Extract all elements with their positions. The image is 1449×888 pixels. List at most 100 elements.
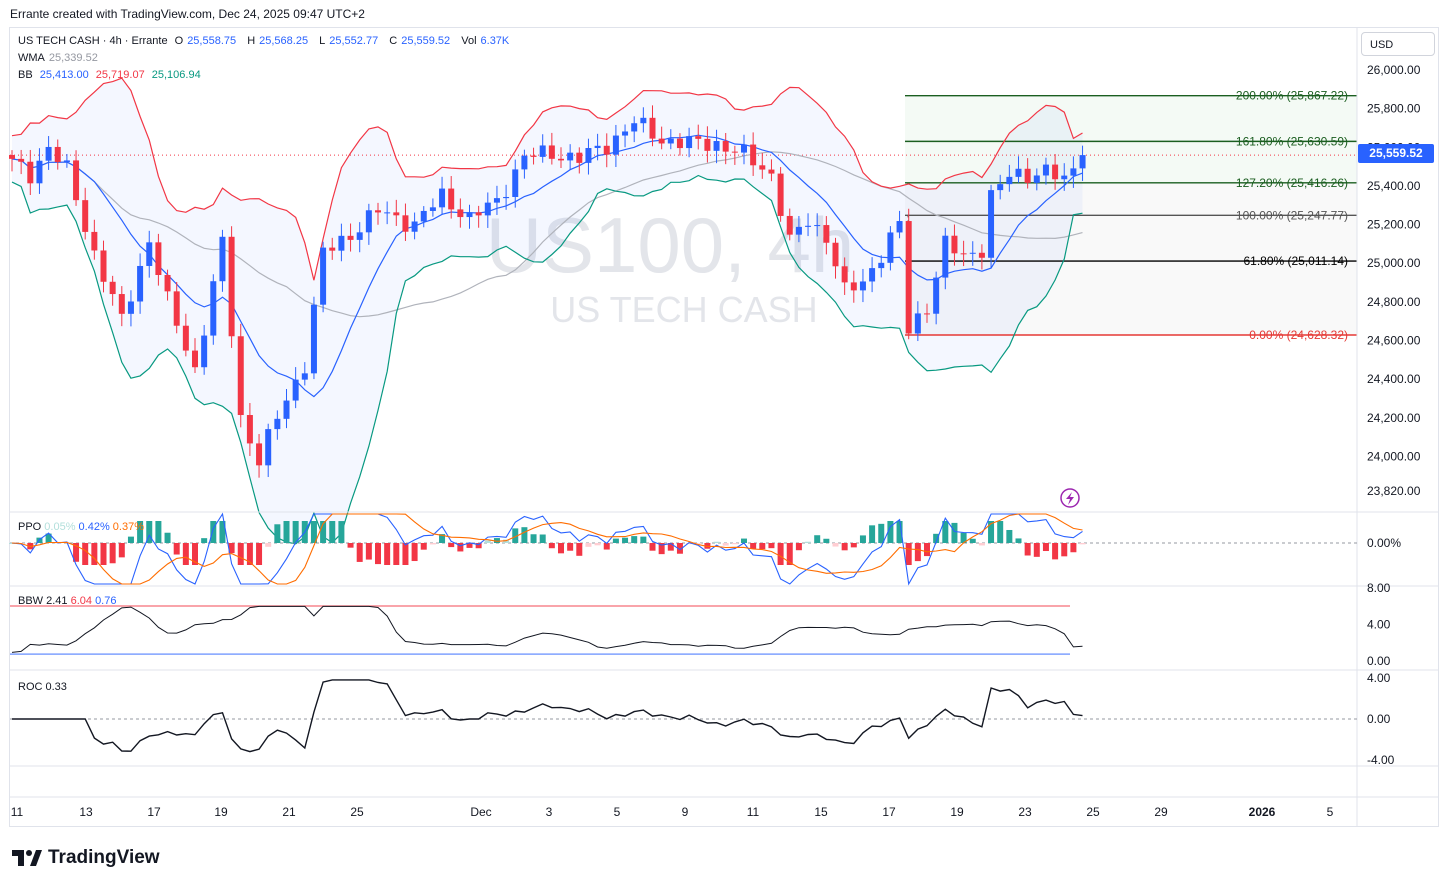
- candle-body: [878, 262, 885, 269]
- wma-line: [11, 151, 1083, 318]
- time-axis-tick: 5: [614, 805, 621, 819]
- candle-body: [658, 138, 665, 144]
- ppo-hist-bar: [503, 539, 510, 543]
- ppo-hist-bar: [969, 538, 976, 543]
- ppo-hist-bar: [1042, 543, 1049, 552]
- bb-legend[interactable]: BB 25,413.00 25,719.07 25,106.94: [18, 69, 201, 81]
- candle-body: [859, 281, 866, 291]
- ppo-hist-bar: [411, 543, 418, 562]
- candle-body: [1024, 168, 1031, 183]
- ppo-hist-bar: [741, 538, 747, 543]
- candle-body: [741, 144, 747, 153]
- candle-body: [448, 188, 455, 210]
- candle-body: [347, 235, 354, 240]
- candle-body: [192, 350, 198, 368]
- ppo-hist-bar: [420, 543, 427, 550]
- candle-body: [356, 232, 363, 240]
- candle-body: [503, 196, 510, 199]
- candle-body: [686, 136, 693, 149]
- fib-zone-upper: [905, 95, 1357, 183]
- ppo-hist-bar: [823, 538, 830, 543]
- ppo-hist-bar: [603, 543, 610, 550]
- candle-body: [146, 242, 153, 266]
- ppo-hist-bar: [914, 543, 921, 562]
- candle-body: [320, 247, 327, 305]
- lightning-icon: [1060, 488, 1080, 508]
- candle-body: [521, 155, 528, 170]
- time-axis-tick: 11: [747, 805, 760, 819]
- ppo-hist-bar: [942, 521, 949, 543]
- fib-label: 0.00% (24,628.32): [1249, 328, 1348, 342]
- ppo-hist-bar: [722, 543, 729, 546]
- time-axis-tick: 19: [214, 805, 228, 819]
- price-axis-tick: 24,000.00: [1367, 449, 1421, 463]
- ppo-hist-bar: [1070, 543, 1077, 553]
- fib-label: 200.00% (25,867.22): [1236, 89, 1348, 103]
- candle-body: [805, 225, 812, 227]
- currency-button[interactable]: USD: [1361, 32, 1435, 56]
- candle-body: [759, 165, 766, 170]
- ppo-hist-bar: [960, 532, 967, 543]
- candle-body: [457, 209, 464, 218]
- candle-body: [292, 379, 299, 401]
- ppo-hist-bar: [228, 543, 235, 554]
- ppo-hist-bar: [256, 543, 263, 565]
- bb-basis-line: [11, 134, 1083, 398]
- candle-body: [731, 151, 738, 153]
- bb-lower-line: [11, 174, 1083, 545]
- ppo-hist-bar: [512, 528, 519, 543]
- wma-legend[interactable]: WMA 25,339.52: [18, 52, 98, 64]
- time-axis-tick: 25: [1086, 805, 1100, 819]
- ppo-hist-bar: [997, 521, 1004, 543]
- watermark: US100, 4h US TECH CASH: [486, 201, 855, 330]
- ppo-hist-bar: [768, 543, 775, 549]
- candle-body: [219, 236, 226, 282]
- candle-body: [137, 265, 144, 302]
- ppo-hist-bar: [439, 534, 446, 543]
- candle-body: [210, 281, 217, 336]
- price-axis-tick: 24,400.00: [1367, 372, 1421, 386]
- candle-body: [786, 215, 793, 235]
- roc-line: [12, 679, 1083, 753]
- time-axis-tick: 5: [1327, 805, 1334, 819]
- ppo-legend: PPO 0.05% 0.42% 0.37%: [18, 521, 144, 533]
- candle-body: [914, 313, 921, 334]
- tradingview-logo[interactable]: TradingView: [12, 847, 160, 869]
- time-axis-tick: 13: [79, 805, 93, 819]
- ppo-hist-bar: [786, 543, 793, 565]
- fib-zone-lower: [905, 182, 1357, 336]
- ppo-hist-bar: [82, 543, 89, 565]
- ppo-hist-bar: [539, 534, 546, 543]
- candle-body: [1052, 164, 1059, 180]
- candle-body: [823, 225, 830, 243]
- ppo-hist-bar: [73, 543, 80, 562]
- candle-body: [63, 160, 70, 163]
- ppo-hist-bar: [933, 533, 940, 543]
- ppo-hist-bar: [246, 543, 253, 565]
- ppo-hist-bar: [585, 543, 592, 547]
- candle-body: [594, 145, 601, 149]
- ppo-hist-bar: [1024, 543, 1031, 556]
- ppo-hist-bar: [695, 543, 702, 544]
- ppo-hist-bar: [750, 543, 757, 549]
- symbol-label[interactable]: US TECH CASH · 4h · Errante: [18, 35, 168, 47]
- ppo-hist-bar: [777, 543, 784, 565]
- ppo-hist-bar: [182, 543, 189, 565]
- ppo-axis-tick: 0.00%: [1367, 536, 1401, 550]
- price-axis-tick: 24,800.00: [1367, 295, 1421, 309]
- candle-body: [338, 235, 345, 251]
- candle-body: [265, 429, 272, 466]
- candle-body: [585, 148, 592, 163]
- ppo-hist-bar: [493, 538, 500, 543]
- ppo-hist-bar: [896, 521, 903, 543]
- bbw-line: [11, 605, 1083, 653]
- candle-body: [201, 335, 208, 368]
- candle-body: [640, 117, 647, 124]
- ppo-hist-bar: [850, 543, 857, 548]
- ppo-hist-bar: [356, 543, 363, 562]
- ppo-hist-bar: [805, 541, 812, 543]
- candle-body: [704, 138, 711, 151]
- candle-body: [182, 325, 189, 351]
- candle-body: [576, 152, 583, 163]
